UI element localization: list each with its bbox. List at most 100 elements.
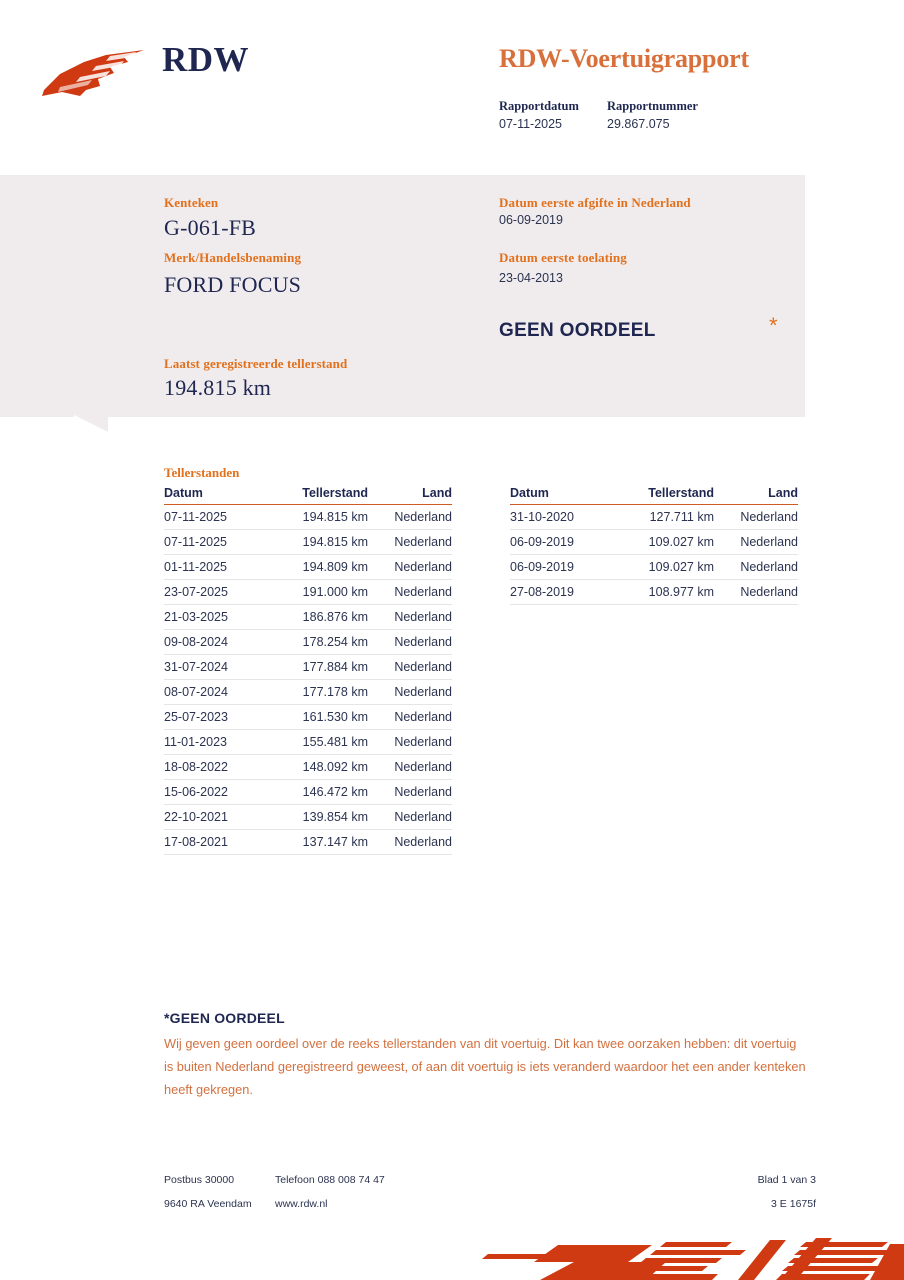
- cell-land: Nederland: [368, 629, 452, 655]
- rdw-feather-logo-icon: [42, 50, 144, 96]
- odometer-table-left-body: 07-11-2025 194.815 km Nederland 07-11-2025 1…: [164, 504, 452, 855]
- cell-datum: 07-11-2025: [164, 529, 268, 555]
- cell-land: Nederland: [368, 554, 452, 580]
- cell-tellerstand: 137.147 km: [268, 829, 368, 855]
- cell-tellerstand: 109.027 km: [614, 554, 714, 580]
- cell-tellerstand: 186.876 km: [268, 604, 368, 630]
- cell-datum: 11-01-2023: [164, 729, 268, 755]
- cell-tellerstand: 194.815 km: [268, 529, 368, 555]
- cell-tellerstand: 146.472 km: [268, 779, 368, 805]
- cell-land: Nederland: [368, 654, 452, 680]
- cell-datum: 21-03-2025: [164, 604, 268, 630]
- column-header-datum: Datum: [164, 486, 268, 505]
- table-row: 18-08-2022 148.092 km Nederland: [164, 754, 452, 780]
- cell-land: Nederland: [368, 704, 452, 730]
- table-row: 17-08-2021 137.147 km Nederland: [164, 829, 452, 855]
- cell-land: Nederland: [368, 829, 452, 855]
- cell-land: Nederland: [368, 529, 452, 555]
- report-date-value: 07-11-2025: [499, 117, 563, 131]
- bottom-speed-lines-graphic: [470, 1228, 904, 1280]
- table-row: 11-01-2023 155.481 km Nederland: [164, 729, 452, 755]
- afgifte-value: 06-09-2019: [499, 213, 563, 227]
- cell-datum: 25-07-2023: [164, 704, 268, 730]
- column-header-tellerstand: Tellerstand: [268, 486, 368, 505]
- verdict-badge: GEEN OORDEEL: [499, 320, 656, 341]
- rdw-logo: RDW: [40, 38, 250, 100]
- table-header-row: Datum Tellerstand Land: [164, 486, 452, 505]
- cell-datum: 31-07-2024: [164, 654, 268, 680]
- table-row: 07-11-2025 194.815 km Nederland: [164, 504, 452, 530]
- cell-tellerstand: 109.027 km: [614, 529, 714, 555]
- footnote-body: Wij geven geen oordeel over de reeks tel…: [164, 1036, 806, 1097]
- verdict-asterisk-marker: *: [769, 313, 778, 338]
- footer-page-number: Blad 1 van 3: [757, 1174, 816, 1186]
- vehicle-summary-panel: [0, 175, 805, 417]
- table-row: 09-08-2024 178.254 km Nederland: [164, 629, 452, 655]
- cell-land: Nederland: [368, 579, 452, 605]
- column-header-land: Land: [368, 486, 452, 505]
- cell-land: Nederland: [714, 579, 798, 605]
- footnote-asterisk: *: [164, 1010, 170, 1026]
- table-row: 08-07-2024 177.178 km Nederland: [164, 679, 452, 705]
- cell-land: Nederland: [714, 529, 798, 555]
- table-row: 23-07-2025 191.000 km Nederland: [164, 579, 452, 605]
- cell-datum: 15-06-2022: [164, 779, 268, 805]
- document-footer: Postbus 30000 9640 RA Veendam Telefoon 0…: [0, 1168, 904, 1228]
- table-row: 27-08-2019 108.977 km Nederland: [510, 579, 798, 605]
- footer-postbus: Postbus 30000: [164, 1174, 235, 1186]
- cell-tellerstand: 155.481 km: [268, 729, 368, 755]
- merk-value: FORD FOCUS: [164, 272, 302, 297]
- table-row: 31-10-2020 127.711 km Nederland: [510, 504, 798, 530]
- footer-telephone: Telefoon 088 008 74 47: [275, 1174, 385, 1186]
- document-header: RDW RDW-Voertuigrapport Rapportdatum 07-…: [0, 0, 904, 175]
- table-row: 06-09-2019 109.027 km Nederland: [510, 554, 798, 580]
- cell-tellerstand: 194.815 km: [268, 504, 368, 530]
- cell-land: Nederland: [714, 554, 798, 580]
- cell-land: Nederland: [368, 804, 452, 830]
- footer-website[interactable]: www.rdw.nl: [275, 1198, 328, 1210]
- cell-tellerstand: 177.178 km: [268, 679, 368, 705]
- table-row: 21-03-2025 186.876 km Nederland: [164, 604, 452, 630]
- cell-datum: 08-07-2024: [164, 679, 268, 705]
- cell-tellerstand: 191.000 km: [268, 579, 368, 605]
- column-header-datum: Datum: [510, 486, 614, 505]
- cell-datum: 23-07-2025: [164, 579, 268, 605]
- report-number-block: Rapportnummer 29.867.075: [607, 98, 698, 134]
- cell-tellerstand: 177.884 km: [268, 654, 368, 680]
- cell-tellerstand: 194.809 km: [268, 554, 368, 580]
- cell-tellerstand: 178.254 km: [268, 629, 368, 655]
- cell-land: Nederland: [368, 604, 452, 630]
- cell-datum: 06-09-2019: [510, 529, 614, 555]
- column-header-tellerstand: Tellerstand: [614, 486, 714, 505]
- cell-datum: 07-11-2025: [164, 504, 268, 530]
- cell-datum: 22-10-2021: [164, 804, 268, 830]
- tellerstand-value: 194.815 km: [164, 375, 272, 400]
- cell-land: Nederland: [368, 679, 452, 705]
- cell-tellerstand: 108.977 km: [614, 579, 714, 605]
- cell-tellerstand: 161.530 km: [268, 704, 368, 730]
- odometer-table-right: Datum Tellerstand Land 31-10-2020 127.711…: [510, 486, 798, 605]
- cell-land: Nederland: [368, 504, 452, 530]
- cell-datum: 27-08-2019: [510, 579, 614, 605]
- report-date-block: Rapportdatum 07-11-2025: [499, 98, 607, 134]
- cell-tellerstand: 148.092 km: [268, 754, 368, 780]
- report-number-label: Rapportnummer: [607, 99, 698, 113]
- merk-label: Merk/Handelsbenaming: [164, 250, 302, 265]
- odometer-table-right-body: 31-10-2020 127.711 km Nederland 06-09-2019 1…: [510, 504, 798, 605]
- panel-corner-notch: [74, 415, 108, 432]
- table-row: 07-11-2025 194.815 km Nederland: [164, 529, 452, 555]
- cell-datum: 01-11-2025: [164, 554, 268, 580]
- cell-datum: 18-08-2022: [164, 754, 268, 780]
- tellerstand-label: Laatst geregistreerde tellerstand: [164, 356, 348, 371]
- cell-tellerstand: 139.854 km: [268, 804, 368, 830]
- table-row: 25-07-2023 161.530 km Nederland: [164, 704, 452, 730]
- cell-land: Nederland: [714, 504, 798, 530]
- cell-land: Nederland: [368, 729, 452, 755]
- table-row: 31-07-2024 177.884 km Nederland: [164, 654, 452, 680]
- table-header-row: Datum Tellerstand Land: [510, 486, 798, 505]
- kenteken-label: Kenteken: [164, 195, 219, 210]
- footer-form-code: 3 E 1675f: [771, 1198, 816, 1210]
- cell-land: Nederland: [368, 779, 452, 805]
- report-date-label: Rapportdatum: [499, 99, 579, 113]
- table-row: 22-10-2021 139.854 km Nederland: [164, 804, 452, 830]
